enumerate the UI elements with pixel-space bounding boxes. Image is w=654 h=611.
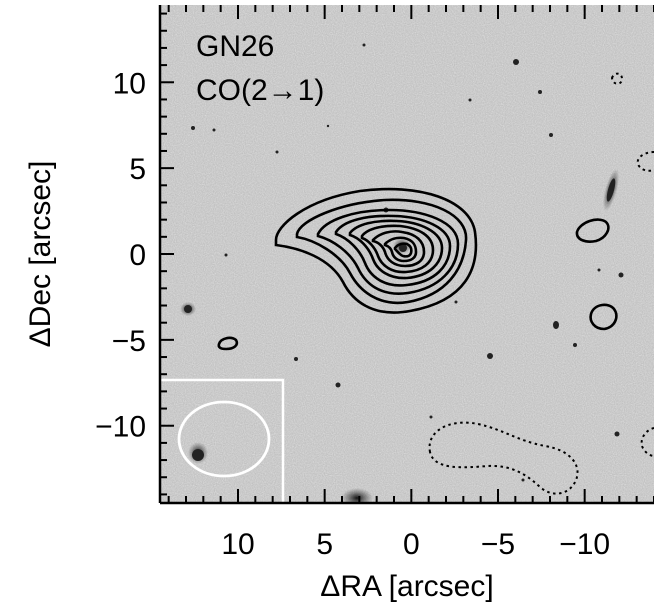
negative-contours: [428, 72, 654, 495]
contour-level-3: [316, 208, 460, 295]
y-tick-label: −10: [95, 411, 146, 444]
x-tick-label: 10: [221, 528, 254, 561]
y-tick-label: 0: [129, 239, 146, 272]
contour-level-9: [393, 242, 413, 258]
contour-level-1: [274, 187, 478, 314]
x-tick-label: 5: [316, 528, 333, 561]
y-axis-ticks: [160, 12, 174, 496]
x-axis-tick-labels: 10 5 0 −5 −10: [221, 528, 610, 561]
x-axis-title: ΔRA [arcsec]: [320, 570, 493, 603]
contour-southeast-knot: [589, 303, 618, 331]
beam-inset: [160, 378, 285, 503]
sky-image: [160, 5, 654, 503]
x-tick-label: −5: [481, 528, 515, 561]
background-galaxies: [180, 43, 624, 503]
y-axis-tick-labels: 10 5 0 −5 −10: [95, 67, 146, 443]
negative-contour-east-edge: [636, 151, 654, 172]
y-tick-label: 10: [113, 67, 146, 100]
line-name-label: CO(2→1): [196, 74, 324, 107]
contour-level-8: [383, 236, 418, 263]
contour-east-knot: [575, 218, 610, 243]
x-tick-label: 0: [403, 528, 420, 561]
contour-level-5: [348, 219, 444, 280]
source-name-label: GN26: [196, 30, 274, 63]
contour-level-7: [371, 230, 426, 268]
y-axis-title: ΔDec [arcsec]: [24, 161, 57, 348]
y-tick-label: −5: [112, 325, 146, 358]
contour-level-4: [334, 214, 452, 287]
contour-level-2: [295, 198, 468, 305]
negative-contour-northeast: [610, 72, 624, 85]
contour-southwest-knot: [217, 336, 239, 351]
co-contours: [217, 187, 618, 351]
negative-contour-southeast-edge: [640, 427, 654, 457]
y-tick-label: 5: [129, 153, 146, 186]
beam-ellipse: [177, 400, 271, 478]
x-tick-label: −10: [559, 528, 610, 561]
contour-level-6: [360, 224, 435, 274]
x-axis-ticks: [167, 5, 654, 503]
